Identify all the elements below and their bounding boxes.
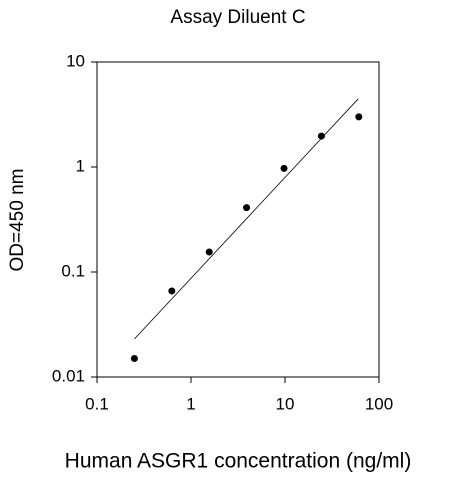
data-point [355,113,363,121]
y-tick-label: 0.01 [52,366,85,385]
x-tick-label: 0.1 [85,394,109,413]
data-point [205,248,213,256]
data-point [130,355,138,363]
plot-frame [96,61,380,378]
y-axis-label: OD=450 nm [7,169,28,272]
y-tick-label: 10 [66,51,85,70]
x-axis-label: Human ASGR1 concentration (ng/ml) [65,450,412,473]
x-tick-label: 100 [365,394,393,413]
x-tick-label: 10 [276,394,295,413]
data-point [317,132,325,140]
data-point [280,164,288,172]
data-point [168,287,176,295]
chart-title: Assay Diluent C [170,7,305,28]
y-tick-label: 0.1 [61,261,85,280]
x-tick-label: 1 [186,394,195,413]
y-tick-label: 1 [76,156,85,175]
data-point [243,204,251,212]
